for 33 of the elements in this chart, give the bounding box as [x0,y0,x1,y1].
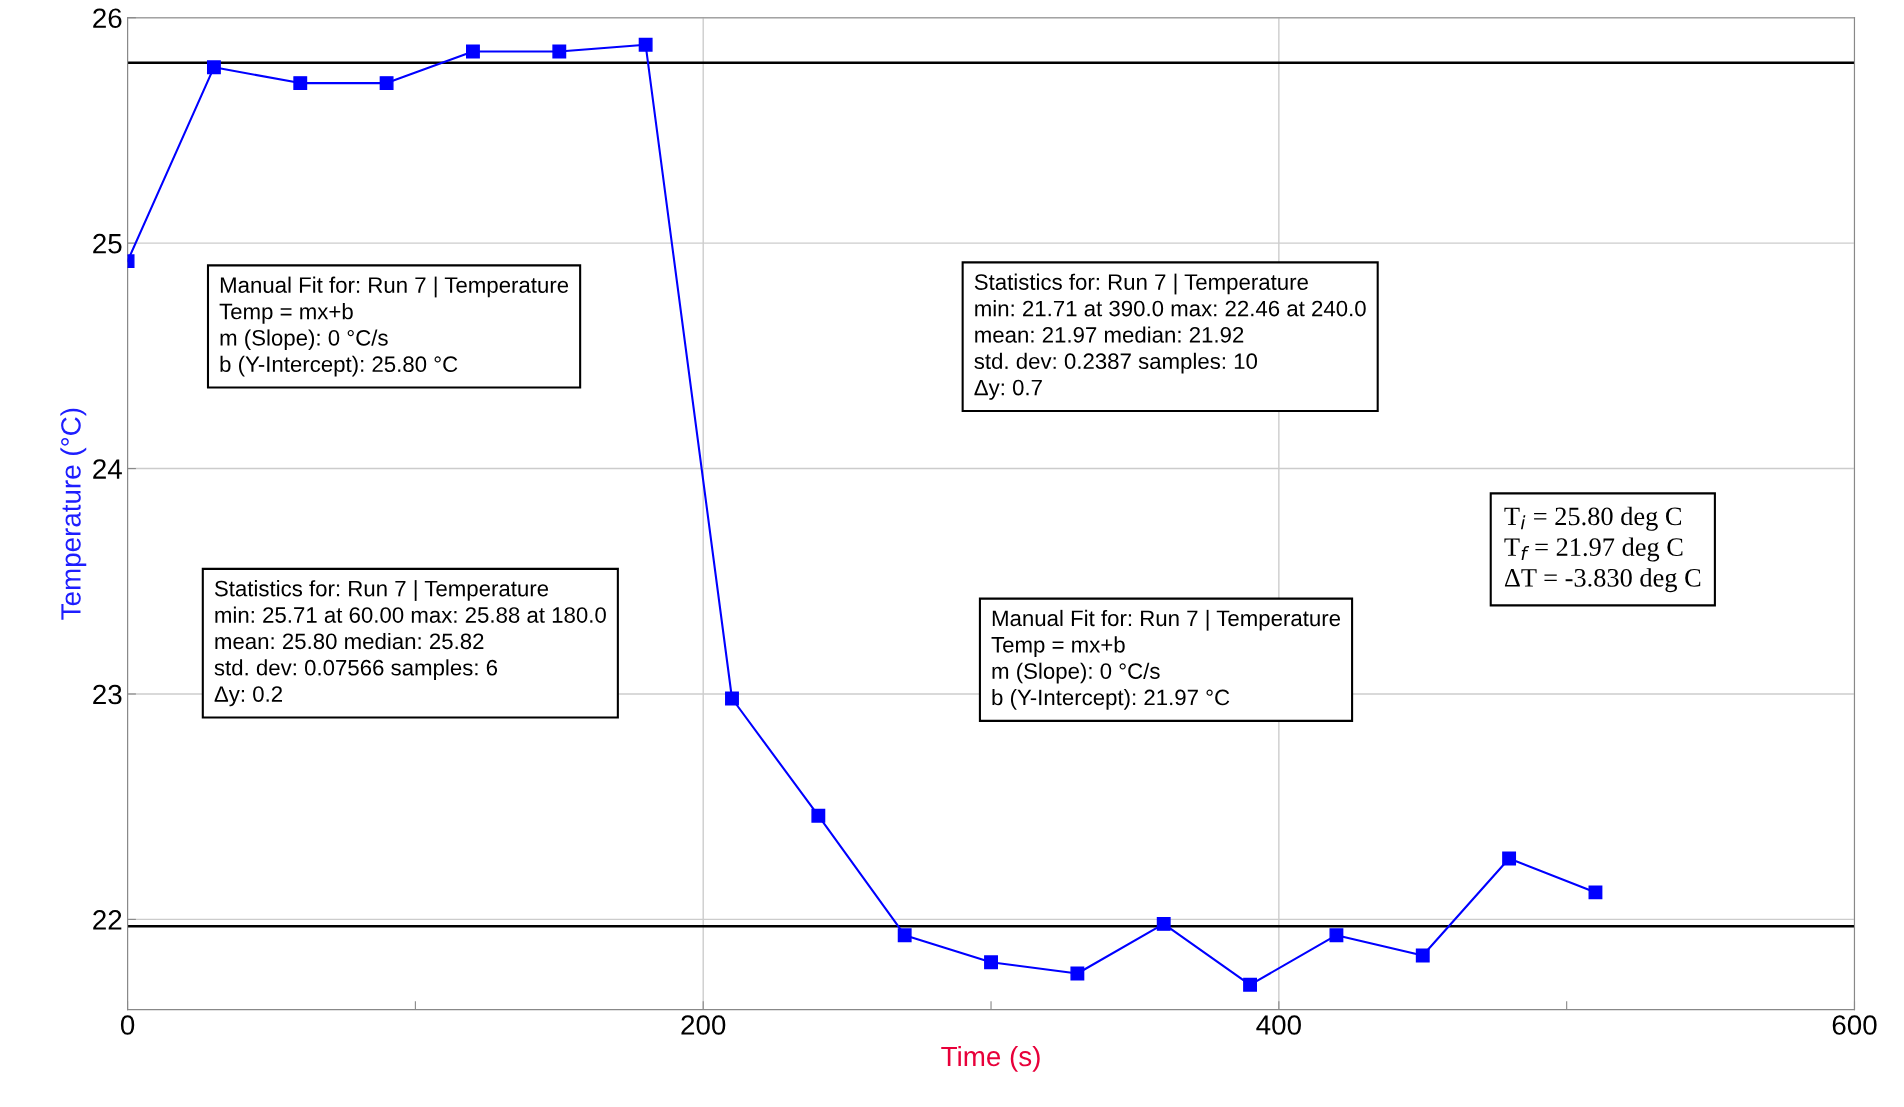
x-tick-label: 200 [681,1015,726,1035]
point [811,808,826,823]
point [897,928,912,943]
point [466,44,480,59]
point [1588,885,1603,900]
point [206,60,221,75]
x-tick-label: 600 [1832,1015,1877,1035]
point [1329,928,1344,943]
y-tick-label: 24 [93,459,122,479]
annotation: T$_{i}$ = 25.80 deg C T$_{f}$ = 21.97 deg C ΔT = -3.830 deg C [1504,506,1701,593]
point [1070,966,1085,981]
y-tick-label: 26 [93,8,122,29]
point [1156,916,1171,931]
annotation: Statistics for: Run 7 | Temperature min: 25.71 at 60.00 max: 25.88 at 180.0 mean: 25.80 median: 25.82 std. dev: 0.07566 samples: 6 Δy: 0.2 [214,580,606,707]
point [1502,851,1517,866]
x-tick-label: 400 [1256,1015,1301,1035]
x-tick-label: 0 [120,1015,135,1035]
y-axis-title: Temperature (°C) [60,408,87,620]
point [379,76,394,91]
annotation: Manual Fit for: Run 7 | Temperature Temp = mx+b m (Slope): 0 °C/s b (Y-Intercept): 21.97 °C [991,609,1341,710]
x-axis-title: Time (s) [941,1045,1040,1072]
point [1243,977,1258,992]
point [725,691,739,706]
annotation: Statistics for: Run 7 | Temperature min: 21.71 at 390.0 max: 22.46 at 240.0 mean: 21.97 median: 21.92 std. dev: 0.2387 samples: 10 Δy: 0.7 [974,273,1366,400]
y-tick-label: 23 [93,684,122,705]
point [552,44,567,59]
y-tick-label: 25 [93,233,122,254]
point [638,37,653,52]
annotation: Manual Fit for: Run 7 | Temperature Temp = mx+b m (Slope): 0 °C/s b (Y-Intercept): 25.80 °C [219,276,569,377]
point [293,76,308,91]
point [1415,948,1430,963]
point [984,955,998,970]
y-tick-label: 22 [93,910,122,930]
